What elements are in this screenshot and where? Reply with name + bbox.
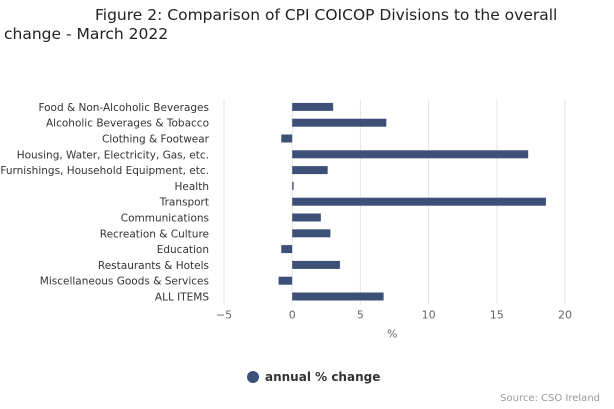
- category-label: Restaurants & Hotels: [98, 260, 209, 272]
- category-label: Furnishings, Household Equipment, etc.: [0, 165, 209, 177]
- bar: [292, 292, 384, 301]
- category-label: Housing, Water, Electricity, Gas, etc.: [17, 149, 209, 161]
- bar: [292, 260, 340, 269]
- category-label: Communications: [121, 213, 209, 225]
- x-tick-label: 0: [289, 308, 296, 321]
- category-label: Miscellaneous Goods & Services: [40, 276, 209, 288]
- bar: [292, 181, 294, 190]
- bar: [292, 213, 321, 222]
- category-label: Clothing & Footwear: [102, 134, 210, 146]
- category-label: Alcoholic Beverages & Tobacco: [46, 118, 209, 130]
- x-tick-label: 5: [357, 308, 364, 321]
- bar: [292, 229, 331, 238]
- x-tick-label: 15: [490, 308, 504, 321]
- bar: [278, 276, 293, 285]
- x-axis-label: %: [387, 327, 397, 340]
- legend[interactable]: annual % change: [247, 370, 380, 384]
- chart-title-line-1: Figure 2: Comparison of CPI COICOP Divis…: [95, 6, 558, 24]
- x-tick-label: 10: [422, 308, 436, 321]
- category-label: Health: [175, 181, 209, 193]
- bar: [292, 197, 546, 206]
- bar: [292, 166, 328, 175]
- source-credit[interactable]: Source: CSO Ireland: [500, 393, 600, 404]
- category-label: Transport: [159, 197, 209, 209]
- category-label: Food & Non-Alcoholic Beverages: [38, 102, 209, 114]
- category-label: Education: [157, 244, 209, 256]
- x-tick-label: −5: [216, 308, 232, 321]
- category-label: Recreation & Culture: [100, 228, 209, 240]
- chart-title: Figure 2: Comparison of CPI COICOP Divis…: [0, 6, 614, 44]
- x-tick-label: 20: [558, 308, 572, 321]
- bar: [292, 118, 387, 127]
- legend-marker-icon: [247, 371, 259, 383]
- bar: [292, 102, 334, 111]
- bar: [292, 150, 529, 159]
- bar: [281, 245, 293, 254]
- category-label: ALL ITEMS: [155, 292, 209, 304]
- legend-label: annual % change: [265, 370, 381, 384]
- chart-title-line-2: change - March 2022: [4, 25, 169, 43]
- bar: [281, 134, 293, 143]
